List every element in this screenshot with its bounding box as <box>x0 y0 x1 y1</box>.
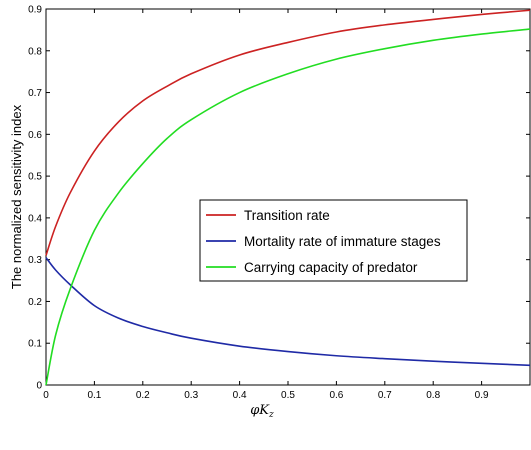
legend-label-3: Carrying capacity of predator <box>244 260 418 275</box>
x-tick-label: 0.4 <box>233 390 247 401</box>
x-tick-label: 0.8 <box>426 390 440 401</box>
y-tick-label: 0.3 <box>28 255 42 266</box>
y-tick-label: 0.9 <box>28 5 42 16</box>
x-tick-label: 0.2 <box>136 390 150 401</box>
x-axis-label-main: φK <box>250 403 270 418</box>
series-line-1 <box>45 9 531 256</box>
x-tick-label: 0 <box>43 390 49 401</box>
legend-label-1: Transition rate <box>244 208 330 223</box>
x-tick-label: 0.1 <box>87 390 101 401</box>
legend-label-2: Mortality rate of immature stages <box>244 234 441 249</box>
y-tick-label: 0.5 <box>28 172 42 183</box>
y-axis-label: The normalized sensitivity index <box>9 104 24 289</box>
legend: Transition rate Mortality rate of immatur… <box>199 199 468 282</box>
x-tick-label: 0.6 <box>329 390 343 401</box>
legend-box <box>199 199 468 282</box>
y-tick-label: 0.6 <box>28 130 42 141</box>
x-axis-label-sub: z <box>268 410 274 420</box>
x-tick-label: 0.5 <box>281 390 295 401</box>
series-lines <box>45 9 531 386</box>
y-tick-label: 0.2 <box>28 297 42 308</box>
x-tick-label: 0.9 <box>475 390 489 401</box>
plot-frame <box>45 8 531 386</box>
y-tick-label: 0.8 <box>28 46 42 57</box>
y-tick-label: 0.4 <box>28 213 42 224</box>
x-tick-label: 0.3 <box>184 390 198 401</box>
y-tick-label: 0 <box>36 381 42 392</box>
series-line-3 <box>45 28 531 386</box>
y-tick-label: 0.7 <box>28 88 42 99</box>
axis-ticks: 0 0.1 0.2 0.3 0.4 0.5 0.6 0.7 0.8 0.9 0 0.1 0.2 0.3 0.… <box>28 5 530 401</box>
x-axis-label: φKz <box>250 403 274 420</box>
x-tick-label: 0.7 <box>378 390 392 401</box>
y-tick-label: 0.1 <box>28 339 42 350</box>
series-line-2 <box>45 257 531 367</box>
